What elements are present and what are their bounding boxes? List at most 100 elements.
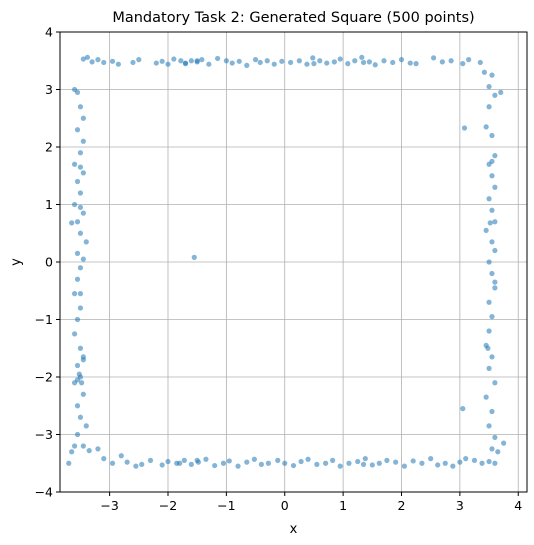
- scatter-point: [486, 458, 492, 465]
- scatter-point: [486, 104, 492, 110]
- scatter-point: [226, 458, 232, 464]
- scatter-point: [181, 457, 187, 463]
- scatter-point: [71, 201, 78, 208]
- scatter-point: [466, 57, 472, 63]
- scatter-point: [95, 57, 101, 63]
- scatter-point: [381, 58, 387, 64]
- scatter-point: [393, 459, 399, 465]
- scatter-point: [492, 92, 498, 98]
- scatter-point: [419, 460, 425, 466]
- scatter-point: [407, 60, 413, 66]
- x-axis-label: x: [290, 522, 298, 537]
- scatter-point: [101, 456, 107, 462]
- scatter-point: [489, 132, 495, 139]
- scatter-point: [74, 431, 81, 438]
- scatter-point: [86, 448, 92, 454]
- scatter-point: [74, 219, 81, 225]
- scatter-point: [290, 462, 297, 469]
- scatter-point: [410, 458, 416, 464]
- scatter-point: [133, 463, 139, 469]
- scatter-point: [80, 391, 86, 397]
- y-tick-label: 2: [45, 140, 53, 155]
- y-tick-label: 3: [45, 82, 53, 97]
- scatter-point: [178, 58, 184, 64]
- scatter-point: [66, 460, 72, 466]
- scatter-point: [311, 61, 317, 67]
- scatter-point: [479, 460, 485, 466]
- scatter-point: [450, 463, 456, 469]
- scatter-point: [220, 460, 227, 466]
- scatter-point: [264, 58, 270, 64]
- scatter-point: [360, 461, 367, 467]
- scatter-point: [77, 190, 84, 196]
- x-tick-label: 1: [339, 498, 347, 513]
- scatter-point: [74, 89, 81, 95]
- scatter-point: [489, 314, 495, 320]
- scatter-point: [487, 220, 493, 226]
- scatter-point: [501, 440, 507, 446]
- scatter-point: [130, 59, 136, 66]
- scatter-point: [251, 456, 257, 462]
- scatter-point: [460, 406, 466, 412]
- scatter-point: [80, 170, 86, 176]
- scatter-point: [77, 230, 84, 236]
- scatter-point: [109, 58, 116, 64]
- scatter-point: [369, 462, 375, 468]
- scatter-point: [74, 127, 81, 133]
- scatter-point: [298, 458, 304, 465]
- chart-title: Mandatory Task 2: Generated Square (500 …: [112, 10, 474, 26]
- scatter-point: [477, 59, 483, 66]
- scatter-point: [124, 459, 130, 465]
- scatter-point: [147, 457, 154, 463]
- scatter-point: [258, 461, 264, 467]
- scatter-point: [401, 463, 408, 469]
- scatter-point: [486, 365, 492, 371]
- scatter-point: [489, 354, 495, 360]
- scatter-point: [483, 124, 489, 130]
- scatter-point: [366, 59, 372, 65]
- scatter-point: [337, 56, 343, 62]
- scatter-point: [492, 247, 498, 254]
- scatter-point: [486, 299, 492, 305]
- scatter-point: [439, 59, 445, 65]
- scatter-point: [492, 153, 498, 159]
- scatter-point: [77, 265, 84, 271]
- scatter-point: [171, 56, 177, 62]
- scatter-point: [159, 462, 165, 468]
- scatter-point: [80, 357, 86, 363]
- x-tick-label: 0: [281, 498, 289, 513]
- scatter-point: [77, 150, 84, 156]
- scatter-point: [84, 54, 91, 60]
- scatter-point: [489, 446, 495, 452]
- scatter-point: [229, 60, 235, 66]
- scatter-point: [492, 380, 498, 386]
- scatter-point: [244, 459, 250, 465]
- scatter-point: [206, 61, 212, 67]
- scatter-point: [80, 210, 86, 216]
- scatter-point: [457, 459, 463, 465]
- scatter-point: [492, 460, 498, 466]
- scatter-point: [492, 279, 498, 285]
- scatter-point: [428, 456, 434, 462]
- scatter-point: [69, 220, 75, 226]
- y-tick-label: −3: [35, 427, 53, 442]
- scatter-point: [460, 61, 466, 67]
- scatter-point: [330, 457, 336, 463]
- scatter-point: [215, 55, 221, 62]
- scatter-point: [89, 59, 95, 65]
- scatter-point: [74, 316, 81, 323]
- scatter-point: [101, 59, 107, 66]
- scatter-point: [139, 461, 145, 467]
- scatter-point: [80, 256, 86, 262]
- scatter-point: [489, 72, 495, 78]
- y-tick-label: −1: [35, 312, 53, 327]
- scatter-point: [359, 54, 365, 60]
- scatter-point: [492, 434, 498, 440]
- scatter-point: [80, 115, 86, 121]
- scatter-point: [376, 460, 382, 466]
- scatter-point: [74, 276, 81, 282]
- scatter-point: [448, 58, 454, 64]
- scatter-point: [489, 239, 495, 245]
- scatter-point: [77, 104, 84, 110]
- data-points: [66, 54, 507, 469]
